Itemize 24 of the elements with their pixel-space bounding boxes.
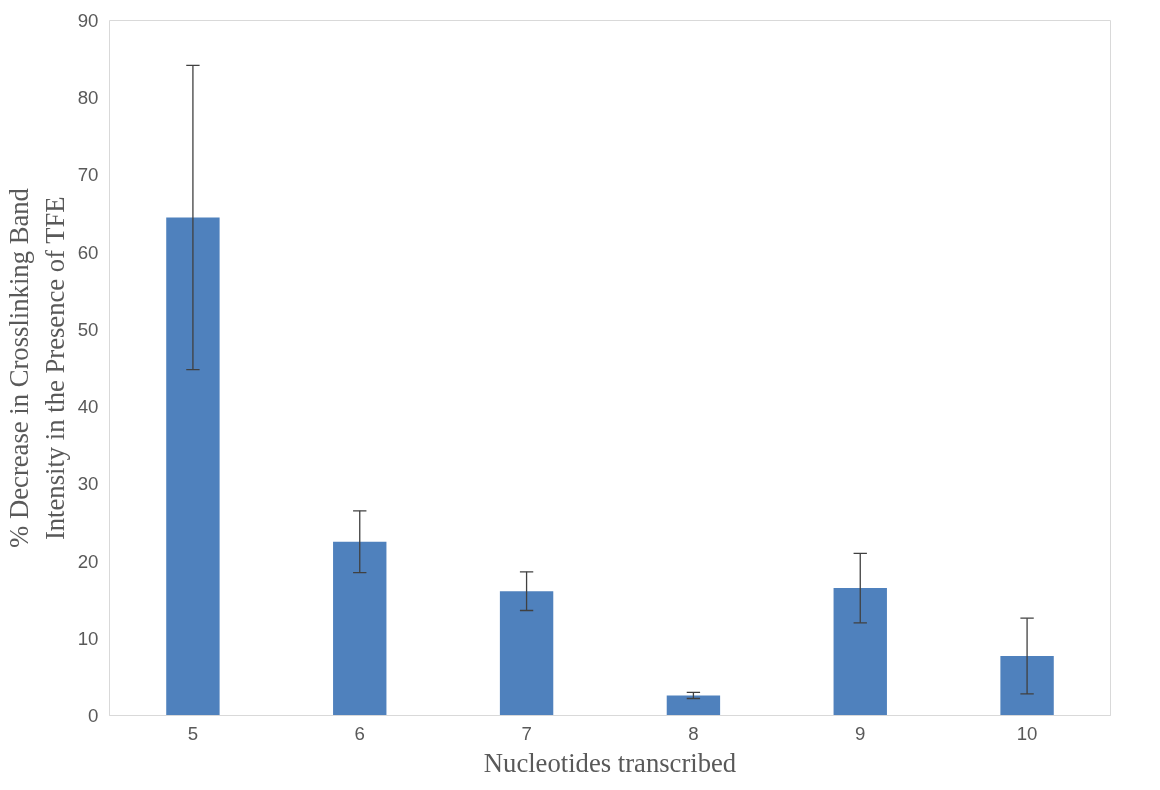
y-tick-label: 80 (77, 87, 99, 109)
y-tick-label: 50 (77, 318, 99, 340)
y-tick-label: 0 (88, 705, 99, 726)
x-tick-label: 5 (187, 722, 199, 744)
x-tick-label: 9 (855, 722, 866, 744)
y-axis-title: % Decrease in Crosslinking Band Intensity in the Presence of TFE (3, 188, 70, 548)
bar (666, 695, 721, 716)
x-tick-label: 8 (688, 722, 699, 744)
x-tick-label: 10 (1016, 722, 1038, 744)
x-tick-label: 6 (354, 722, 365, 744)
y-tick-label: 30 (77, 473, 99, 495)
bar (833, 588, 887, 716)
y-tick-label: 90 (77, 10, 99, 31)
y-tick-label: 60 (77, 241, 99, 263)
bar (166, 217, 220, 716)
x-tick-label: 7 (521, 722, 532, 744)
y-tick-label: 40 (77, 396, 99, 418)
bar (1000, 656, 1054, 716)
bar (499, 591, 554, 716)
y-tick-label: 70 (77, 164, 99, 186)
y-tick-label: 20 (77, 550, 99, 572)
bar (333, 541, 387, 716)
y-tick-label: 10 (77, 627, 99, 649)
x-axis-title: Nucleotides transcribed (483, 747, 737, 778)
